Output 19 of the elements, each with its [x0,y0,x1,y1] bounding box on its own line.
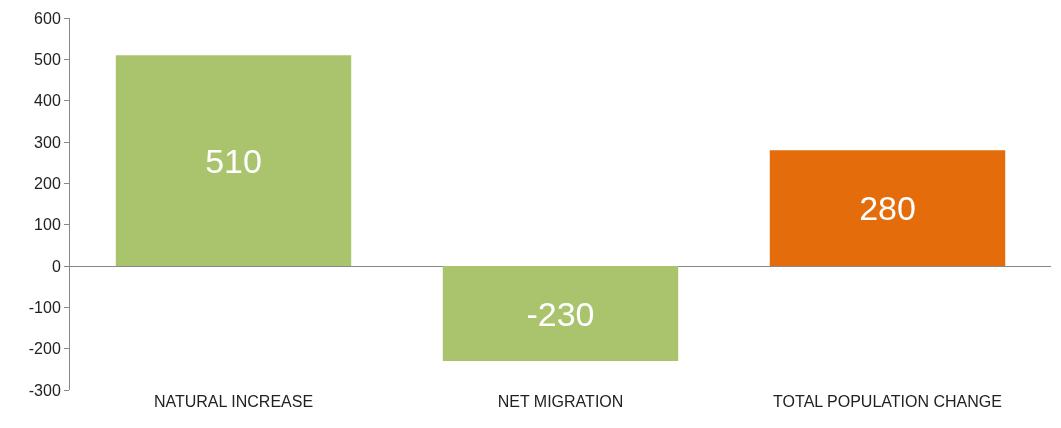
y-tick-label: -300 [28,381,61,399]
bar [442,266,679,362]
y-tick-label: -200 [28,340,61,358]
bar [769,150,1006,266]
y-tick-label: 300 [34,133,61,151]
y-tick-label: 500 [34,50,61,68]
y-tick-label: 200 [34,174,61,192]
y-tick-label: 400 [34,92,61,110]
bar [115,55,352,266]
data-label: 280 [859,189,916,228]
x-tick-label: NET MIGRATION [497,393,624,410]
data-label: 510 [205,141,262,180]
y-tick-label: 0 [51,257,61,275]
y-tick-label: -100 [28,298,61,316]
y-tick-label: 100 [34,216,61,234]
y-tick-label: 600 [34,9,61,27]
x-tick-label: NATURAL INCREASE [153,393,314,410]
x-tick-label: TOTAL POPULATION CHANGE [773,393,1002,410]
data-label: -230 [526,294,595,333]
